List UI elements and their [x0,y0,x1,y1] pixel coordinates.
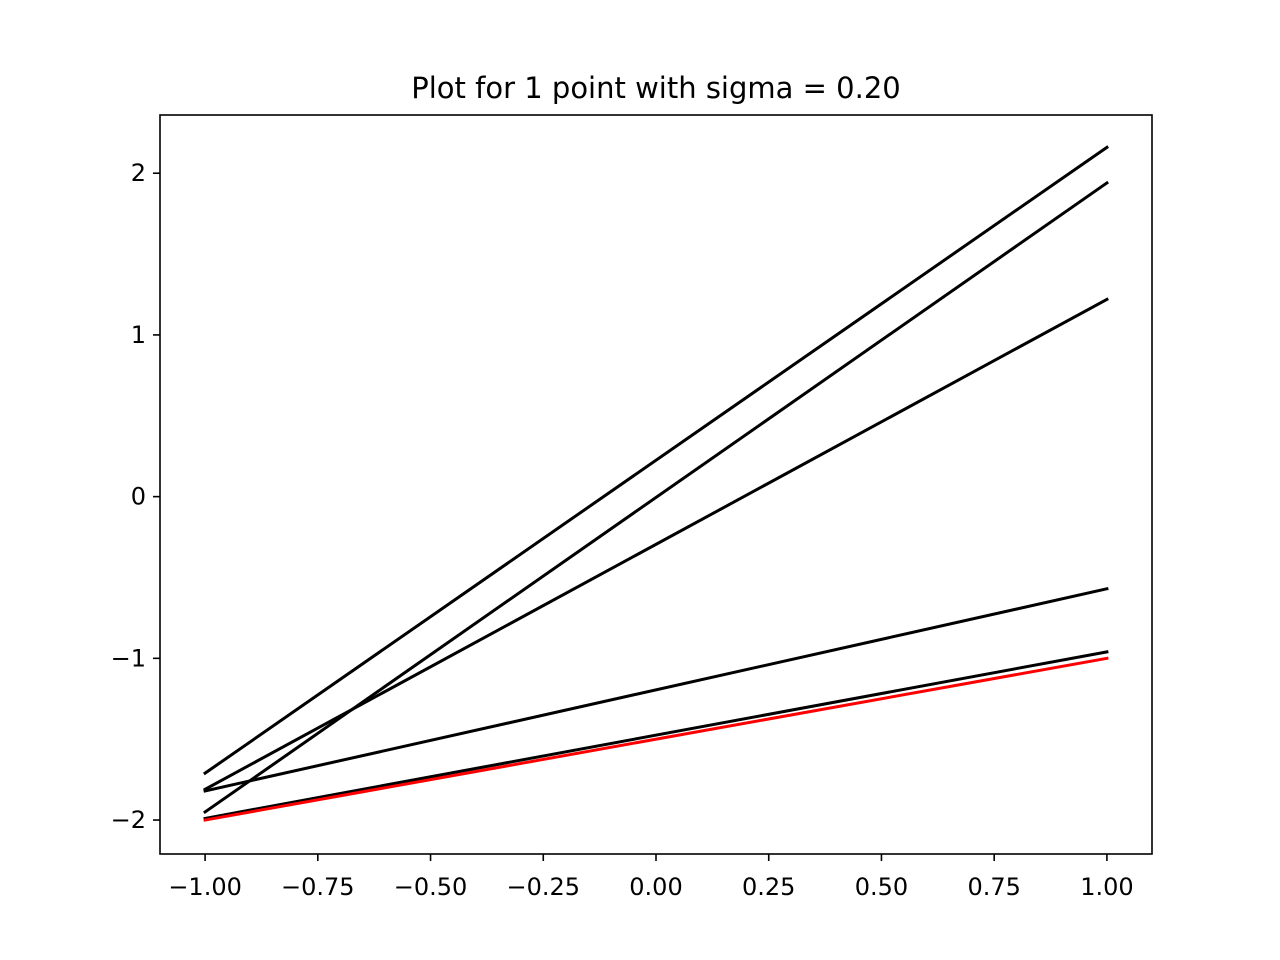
y-tick-label: −2 [111,806,146,834]
x-tick-label: −1.00 [168,873,242,901]
series-line-2 [203,180,1109,815]
plot-frame [159,114,1153,855]
y-tick-label: 0 [131,483,146,511]
series-layer [203,145,1109,822]
x-tick-label: 0.50 [855,873,908,901]
series-line-6 [203,656,1109,822]
series-line-4 [203,587,1109,793]
series-line-5 [203,650,1109,821]
y-tick-label: −1 [111,644,146,672]
series-line-1 [203,145,1109,776]
x-tick-label: −0.25 [506,873,580,901]
series-line-3 [203,297,1109,792]
x-tick-label: 0.00 [629,873,682,901]
x-tick-label: 0.75 [967,873,1020,901]
x-tick-label: 0.25 [742,873,795,901]
x-tick-label: −0.75 [281,873,355,901]
x-tick-label: 1.00 [1080,873,1133,901]
axes-layer: −1.00 −0.75 −0.50 −0.25 0.00 0.25 0.50 0.75 1.00… [111,159,1134,901]
x-tick-label: −0.50 [394,873,468,901]
y-tick-label: 2 [131,159,146,187]
y-tick-label: 1 [131,321,146,349]
chart-title: Plot for 1 point with sigma = 0.20 [411,71,900,105]
